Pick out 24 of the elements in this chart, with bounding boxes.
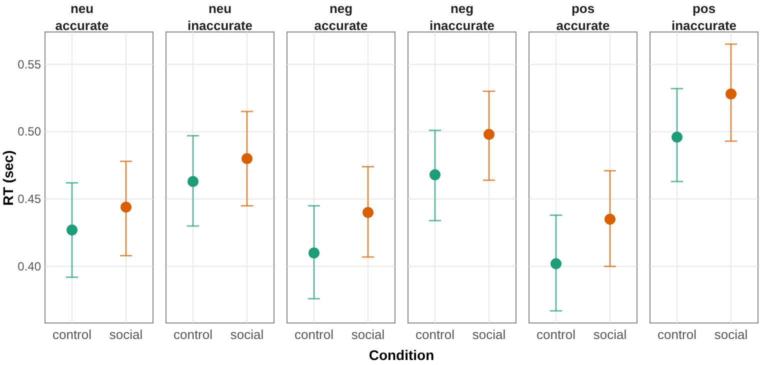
x-tick-label: social — [109, 327, 143, 342]
y-tick-label: 0.50 — [18, 124, 42, 139]
x-tick-label: control — [536, 327, 576, 342]
x-tick-label: control — [52, 327, 92, 342]
x-tick-label: social — [593, 327, 627, 342]
chart-title: neg accurate — [314, 1, 368, 33]
chart-title: neu accurate — [55, 1, 109, 33]
chart-title: neu inaccurate — [187, 1, 253, 33]
chart-title: pos accurate — [556, 1, 610, 33]
x-tick-label: control — [294, 327, 334, 342]
x-tick-label: control — [657, 327, 697, 342]
chart-title: pos inaccurate — [671, 1, 737, 33]
y-tick-label: 0.45 — [18, 192, 42, 206]
x-tick-label: social — [351, 327, 385, 342]
x-tick-label: control — [173, 327, 213, 342]
x-tick-label: social — [472, 327, 506, 342]
x-axis-title: Condition — [368, 347, 436, 363]
chart-title: neg inaccurate — [429, 1, 495, 33]
x-tick-label: social — [714, 327, 748, 342]
x-tick-label: social — [230, 327, 264, 342]
y-tick-label: 0.40 — [18, 259, 42, 274]
x-tick-label: control — [415, 327, 455, 342]
y-axis-title: RT (sec) — [0, 149, 16, 208]
y-tick-label: 0.55 — [18, 57, 42, 72]
